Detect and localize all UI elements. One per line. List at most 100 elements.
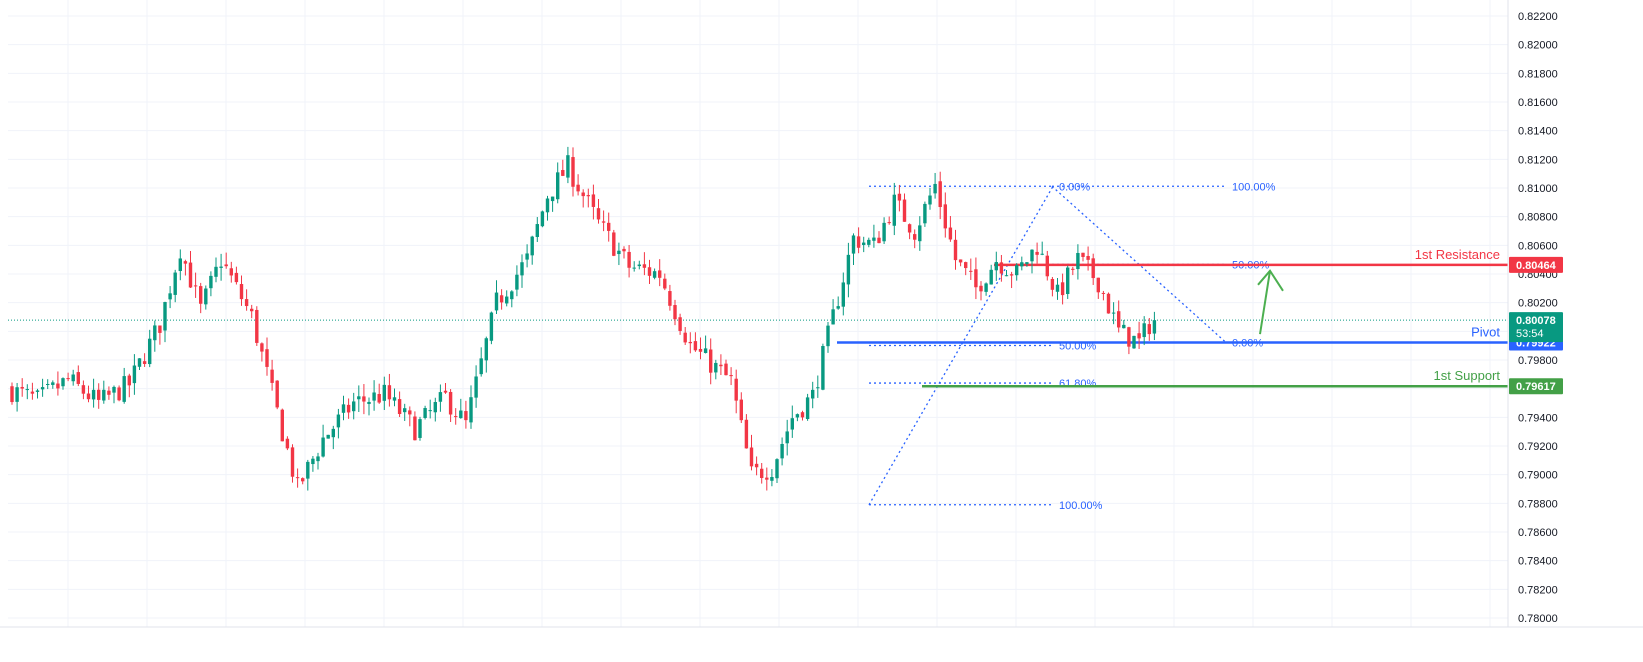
candle xyxy=(897,184,902,212)
candle-body xyxy=(928,195,932,205)
candle xyxy=(913,229,917,249)
candle-body xyxy=(612,232,616,256)
candle-body xyxy=(734,378,738,401)
candle-body xyxy=(902,199,907,222)
candle xyxy=(438,384,443,412)
candle xyxy=(770,469,774,487)
level-label: Pivot xyxy=(1471,325,1500,340)
candle xyxy=(86,385,91,403)
candle-body xyxy=(81,385,86,394)
candle xyxy=(270,359,274,391)
candle-body xyxy=(566,155,570,178)
candle xyxy=(1020,256,1024,271)
candle-body xyxy=(642,264,647,268)
candle-body xyxy=(760,468,764,479)
candle xyxy=(489,311,494,345)
candle xyxy=(683,327,687,345)
candle xyxy=(678,313,682,335)
candle-body xyxy=(749,447,754,467)
candle-body xyxy=(367,401,371,404)
candle xyxy=(15,382,19,412)
candle-body xyxy=(234,272,239,283)
candle-body xyxy=(1066,267,1070,294)
candle xyxy=(280,408,284,442)
candle-body xyxy=(188,262,193,288)
candle-body xyxy=(428,410,432,412)
candle-body xyxy=(484,338,488,361)
candle-body xyxy=(357,396,361,400)
candle-body xyxy=(729,375,733,377)
candle xyxy=(877,231,881,244)
candle-body xyxy=(163,302,167,331)
candle xyxy=(1015,263,1019,281)
candle-body xyxy=(918,225,922,242)
candle xyxy=(668,284,672,311)
candle-body xyxy=(1117,311,1121,328)
candle-body xyxy=(346,404,351,413)
candle xyxy=(632,261,636,272)
candle-body xyxy=(652,271,657,278)
candle-body xyxy=(15,387,19,402)
candle xyxy=(744,414,749,449)
candle-body xyxy=(984,283,988,292)
candle-body xyxy=(561,170,565,176)
candle-body xyxy=(148,338,152,365)
y-tick-label: 0.79800 xyxy=(1518,355,1558,367)
candle-body xyxy=(678,317,682,331)
candle-body xyxy=(35,390,40,392)
candle-body xyxy=(372,392,376,401)
candle xyxy=(199,282,203,314)
candle-body xyxy=(112,386,116,393)
candle xyxy=(688,332,692,354)
candle-body xyxy=(923,203,927,224)
candle-body xyxy=(586,195,590,197)
candle-body xyxy=(601,221,606,223)
candle xyxy=(382,376,386,411)
candle xyxy=(413,411,417,441)
candle-body xyxy=(867,239,871,245)
candle xyxy=(1040,241,1044,256)
candle xyxy=(61,377,65,390)
price-tag[interactable]: 0.79617 xyxy=(1509,378,1563,395)
candle-body xyxy=(321,437,325,457)
candle-body xyxy=(423,408,427,418)
y-tick-label: 0.82000 xyxy=(1518,40,1558,52)
candle-body xyxy=(1096,277,1100,293)
candle xyxy=(964,261,968,276)
candle xyxy=(229,261,233,283)
candle xyxy=(1152,311,1157,341)
price-tag[interactable]: 0.80464 xyxy=(1509,256,1563,273)
candle xyxy=(178,249,182,281)
candle xyxy=(341,395,346,421)
candle xyxy=(239,275,244,306)
candle xyxy=(703,335,708,354)
candle xyxy=(805,393,810,421)
candle xyxy=(403,403,407,421)
candle-body xyxy=(576,184,580,192)
candle xyxy=(652,268,657,280)
candle-body xyxy=(856,236,861,248)
candle-body xyxy=(627,251,631,268)
candle-body xyxy=(260,343,264,352)
candle-body xyxy=(454,416,458,418)
candle xyxy=(326,434,330,439)
candle xyxy=(474,365,478,408)
candle xyxy=(362,384,366,415)
price-axis[interactable]: 0.82200 0.82000 0.81800 0.81600 0.81400 0.812… xyxy=(1507,0,1563,627)
candle-body xyxy=(816,387,820,389)
candle-body xyxy=(821,346,825,390)
candle xyxy=(214,257,218,283)
candle xyxy=(224,252,228,269)
candle-body xyxy=(617,250,621,255)
y-tick-label: 0.81000 xyxy=(1518,183,1558,195)
candle-body xyxy=(265,349,269,367)
candle-body xyxy=(836,306,840,309)
candle xyxy=(464,400,468,429)
candle-body xyxy=(647,267,652,276)
candle xyxy=(642,252,647,276)
candle xyxy=(958,259,963,267)
candle xyxy=(51,380,55,389)
